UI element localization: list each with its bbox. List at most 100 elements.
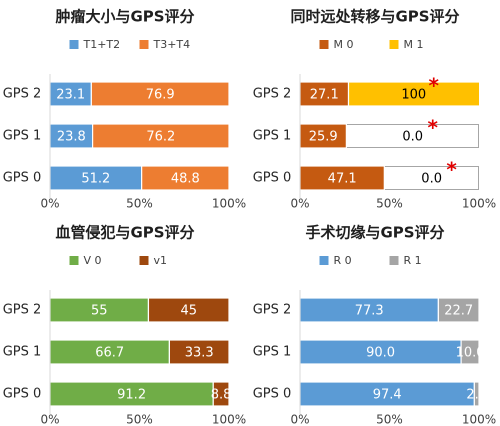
category-label: GPS 0 — [253, 387, 292, 402]
bar-segment — [50, 165, 143, 191]
chart-title: 肿瘤大小与GPS评分 — [55, 8, 194, 26]
x-tick-label: 100% — [462, 413, 496, 426]
value-label: 76.2 — [146, 130, 175, 145]
x-tick-label: 50% — [376, 413, 403, 426]
legend-swatch — [319, 256, 329, 265]
category-label: GPS 2 — [253, 87, 292, 102]
chart-panel: 手术切缘与GPS评分 R 0 R 1 77.3 22.7 90.0 10.0 97.4 2.6 G… — [253, 224, 496, 426]
legend-swatch — [389, 40, 399, 49]
labels: 23.1 76.9 23.8 76.2 51.2 48.8 — [56, 88, 200, 187]
x-tick-label: 100% — [212, 197, 246, 211]
value-label: 66.7 — [95, 346, 124, 361]
legend-label: v1 — [154, 254, 168, 267]
value-label: 25.9 — [309, 130, 338, 145]
value-label: 23.1 — [56, 88, 85, 103]
bar-segment — [141, 165, 229, 191]
value-label: 47.1 — [328, 172, 357, 187]
bar-segment — [50, 339, 170, 365]
bar-segment — [50, 297, 150, 323]
bar-segment — [437, 297, 479, 323]
value-label: 76.9 — [146, 88, 175, 103]
bar-segment — [300, 123, 347, 149]
legend-swatch — [139, 40, 149, 49]
legend-swatch — [319, 40, 329, 49]
bars — [50, 297, 229, 407]
value-label: 51.2 — [81, 172, 110, 187]
legend-label: V 0 — [84, 254, 102, 267]
legend-label: T3+T4 — [153, 38, 191, 51]
bar-segment — [147, 297, 229, 323]
legend-label: R 0 — [334, 254, 352, 267]
chart-title: 手术切缘与GPS评分 — [305, 224, 444, 242]
bar-segment — [92, 123, 229, 149]
x-tick-label: 0% — [40, 197, 59, 211]
x-tick-label: 100% — [212, 413, 246, 426]
value-label: 77.3 — [355, 304, 384, 319]
category-label: GPS 1 — [253, 345, 292, 360]
bar-segment — [300, 381, 475, 407]
bars — [300, 297, 479, 407]
category-label: GPS 1 — [3, 129, 42, 144]
value-label: 2.6 — [466, 388, 487, 403]
category-label: GPS 1 — [3, 345, 42, 360]
legend-swatch — [389, 256, 399, 265]
significance-mark: * — [427, 116, 438, 140]
legend-swatch — [69, 256, 79, 265]
x-tick-label: 50% — [126, 197, 153, 211]
bar-segment — [90, 81, 229, 107]
category-label: GPS 0 — [3, 387, 42, 402]
bar-segment — [460, 339, 479, 365]
significance-mark: * — [446, 158, 457, 182]
chart-panel: 肿瘤大小与GPS评分 T1+T2 T3+T4 23.1 76.9 23.8 76.2 51.2… — [3, 8, 246, 211]
value-label: 0.0 — [402, 130, 423, 145]
value-label: 90.0 — [366, 346, 395, 361]
x-tick-label: 100% — [462, 197, 496, 211]
bar-segment — [212, 381, 229, 407]
value-label: 10.0 — [456, 346, 485, 361]
significance-mark: * — [429, 74, 440, 98]
bar-segment — [300, 81, 350, 107]
value-label: 22.7 — [444, 304, 473, 319]
category-label: GPS 2 — [253, 303, 292, 318]
value-label: 8.8 — [211, 388, 232, 403]
value-label: 45 — [180, 304, 197, 319]
value-label: 33.3 — [185, 346, 214, 361]
value-label: 23.8 — [57, 130, 86, 145]
labels: 77.3 22.7 90.0 10.0 97.4 2.6 — [355, 304, 487, 403]
legend-swatch — [139, 256, 149, 265]
chart-panel: 血管侵犯与GPS评分 V 0 v1 55 45 66.7 33.3 91.2 8.8 GPS 2 G… — [3, 224, 246, 426]
x-tick-label: 0% — [290, 197, 309, 211]
bars — [50, 81, 229, 191]
bar-segment — [347, 81, 479, 107]
value-label: 48.8 — [171, 172, 200, 187]
chart-title: 血管侵犯与GPS评分 — [55, 224, 194, 242]
bar-segment — [168, 339, 229, 365]
legend-label: R 1 — [404, 254, 422, 267]
x-tick-label: 0% — [290, 413, 309, 426]
bars — [300, 81, 479, 191]
category-label: GPS 0 — [253, 171, 292, 186]
value-label: 55 — [91, 304, 108, 319]
legend-label: T1+T2 — [83, 38, 121, 51]
value-label: 0.0 — [421, 172, 442, 187]
x-tick-label: 50% — [376, 197, 403, 211]
value-label: 27.1 — [310, 88, 339, 103]
labels: 27.1 100 *25.9 0.0 *47.1 0.0 * — [309, 74, 458, 187]
category-label: GPS 2 — [3, 303, 42, 318]
value-label: 97.4 — [373, 388, 402, 403]
legend-label: M 1 — [404, 38, 424, 51]
value-label: 100 — [401, 88, 426, 103]
chart-title: 同时远处转移与GPS评分 — [290, 8, 459, 26]
category-label: GPS 2 — [3, 87, 42, 102]
bar-segment — [300, 339, 462, 365]
category-label: GPS 1 — [253, 129, 292, 144]
legend-label: M 0 — [334, 38, 354, 51]
bar-segment — [473, 381, 479, 407]
category-label: GPS 0 — [3, 171, 42, 186]
bar-segment — [300, 165, 385, 191]
x-tick-label: 50% — [126, 413, 153, 426]
x-tick-label: 0% — [40, 413, 59, 426]
legend-swatch — [69, 40, 79, 49]
